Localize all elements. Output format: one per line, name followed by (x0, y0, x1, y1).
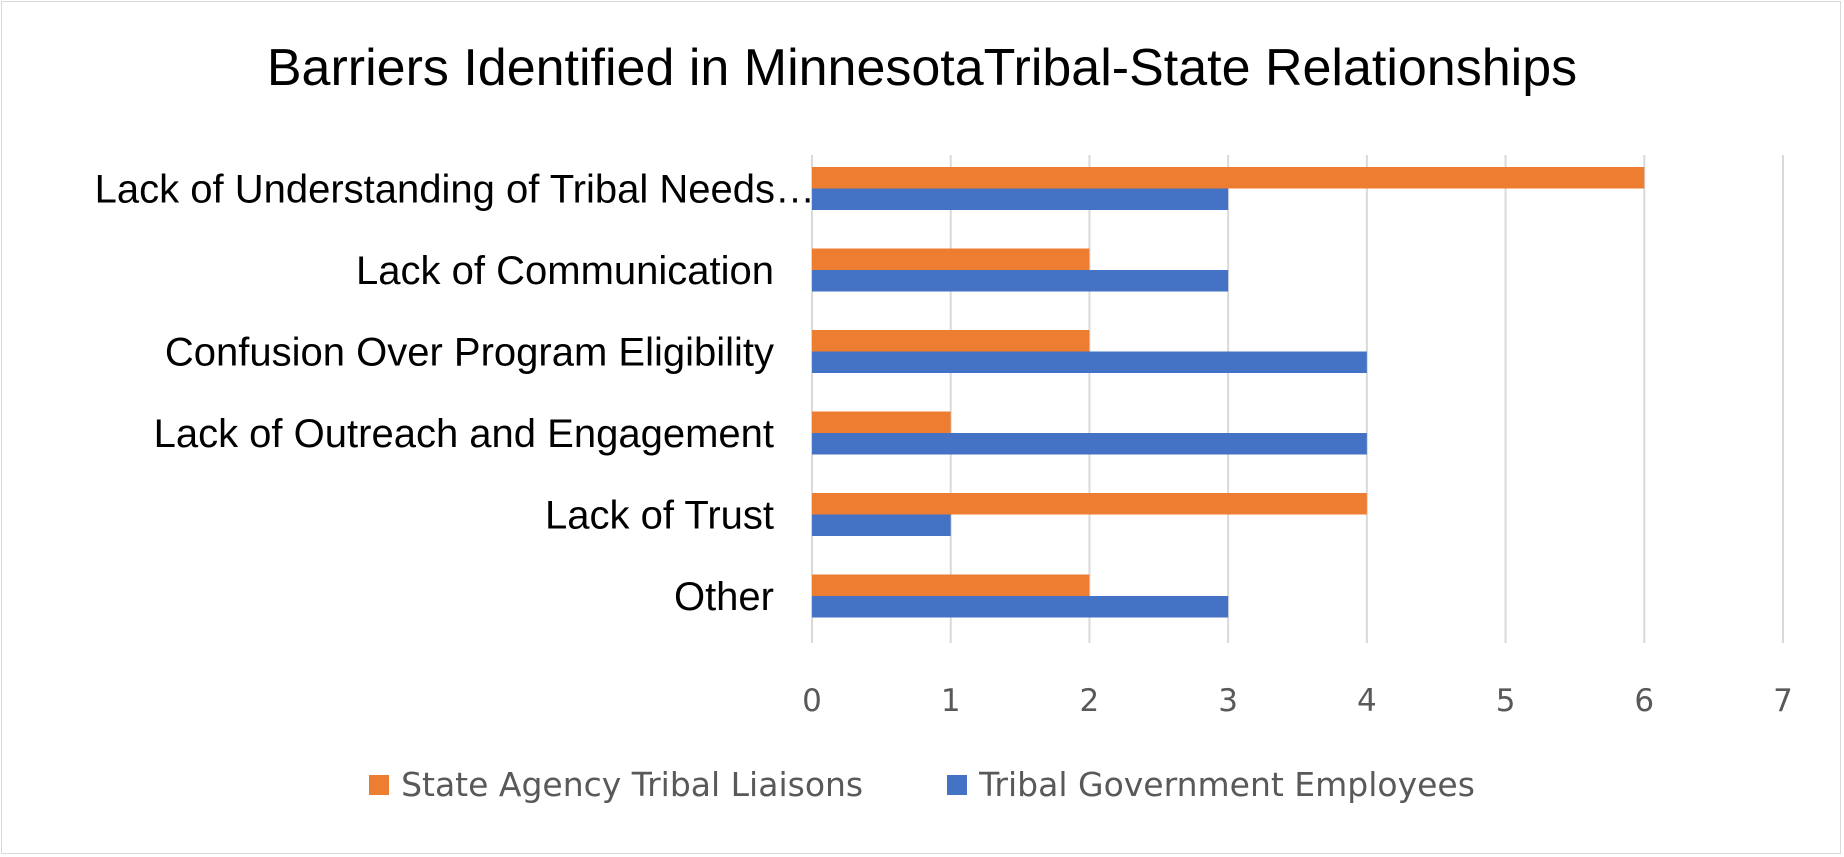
legend-item-series-2: Tribal Government Employees (947, 765, 1475, 804)
bar-series-1-cat-3 (812, 330, 1090, 352)
legend-swatch-series-2 (947, 774, 968, 795)
x-tick-label: 7 (1773, 683, 1793, 719)
bar-series-1-cat-6 (812, 574, 1090, 596)
category-labels: Lack of Understanding of Tribal Needs… La… (95, 168, 815, 620)
x-tick-label: 2 (1080, 683, 1100, 719)
bar-series-1-cat-5 (812, 493, 1367, 515)
legend: State Agency Tribal Liaisons Tribal Gove… (0, 765, 1844, 804)
bars (812, 167, 1645, 618)
x-tick-label: 3 (1218, 683, 1238, 719)
bar-series-1-cat-1 (812, 167, 1645, 189)
legend-label-series-1: State Agency Tribal Liaisons (401, 765, 864, 804)
x-tick-label: 6 (1634, 683, 1654, 719)
legend-item-series-1: State Agency Tribal Liaisons (369, 765, 863, 804)
bar-series-2-cat-2 (812, 270, 1229, 292)
chart-title: Barriers Identified in MinnesotaTribal-S… (266, 39, 1578, 97)
x-tick-label: 1 (941, 683, 961, 719)
bar-series-2-cat-4 (812, 433, 1367, 455)
bar-series-1-cat-2 (812, 248, 1090, 270)
legend-label-series-2: Tribal Government Employees (979, 765, 1475, 804)
category-label: Lack of Understanding of Tribal Needs… (95, 168, 815, 212)
x-tick-label: 5 (1496, 683, 1516, 719)
category-label: Lack of Communication (356, 249, 774, 293)
category-label: Lack of Outreach and Engagement (154, 412, 774, 456)
x-tick-label: 4 (1357, 683, 1377, 719)
bar-series-2-cat-1 (812, 188, 1229, 210)
bar-series-1-cat-4 (812, 411, 951, 433)
x-tick-labels: 0 1 2 3 4 5 6 7 (802, 683, 1793, 719)
category-label: Other (674, 575, 774, 619)
legend-swatch-series-1 (369, 774, 390, 795)
bar-series-2-cat-5 (812, 514, 951, 536)
bar-series-2-cat-6 (812, 596, 1229, 618)
x-tick-label: 0 (802, 683, 822, 719)
category-label: Lack of Trust (545, 494, 774, 538)
gridlines (811, 155, 1784, 643)
bar-series-2-cat-3 (812, 351, 1367, 373)
category-label: Confusion Over Program Eligibility (165, 331, 774, 375)
